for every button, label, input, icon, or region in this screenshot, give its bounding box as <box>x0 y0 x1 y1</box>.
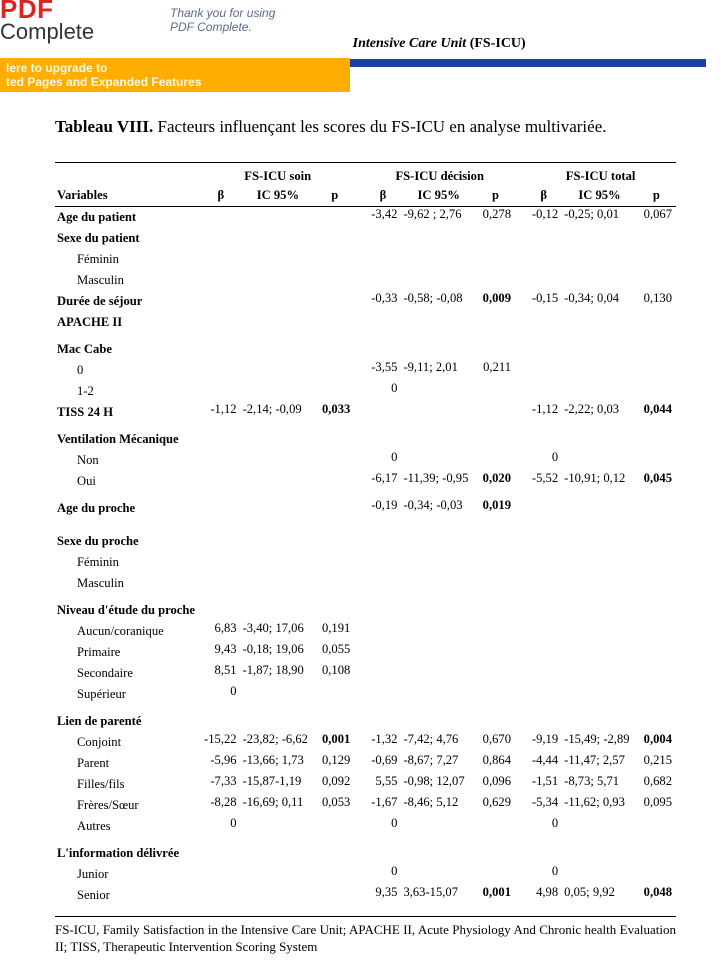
row-label: Oui <box>55 471 201 492</box>
table-row: TISS 24 H-1,12-2,14; -0,090,033-1,12-2,2… <box>55 402 676 423</box>
row-label: Masculin <box>55 270 201 291</box>
content: Tableau VIII. Facteurs influençant les s… <box>0 114 726 906</box>
row-label: Non <box>55 450 201 471</box>
thank-l1: Thank you for using <box>170 6 275 20</box>
pdfcomplete-banner: tion in the Intensive Care Unit (FS-ICU)… <box>0 0 726 90</box>
table-row: Autres000 <box>55 816 676 837</box>
table-row: Sexe du proche <box>55 531 676 552</box>
table-row: Senior9,353,63-15,070,0014,980,05; 9,920… <box>55 885 676 906</box>
table-row: Supérieur0 <box>55 684 676 705</box>
row-label: 0 <box>55 360 201 381</box>
table-row: Féminin <box>55 552 676 573</box>
pdf-logo: PDF Complete <box>0 0 94 45</box>
row-label: Féminin <box>55 552 201 573</box>
col-beta-d: β <box>364 188 401 207</box>
col-p-d: p <box>476 188 515 207</box>
thank-you-text: Thank you for using PDF Complete. <box>170 6 275 34</box>
row-label: Aucun/coranique <box>55 621 201 642</box>
table-row: Niveau d'étude du proche <box>55 600 676 621</box>
table-row: Mac Cabe <box>55 339 676 360</box>
row-label: Age du patient <box>55 207 201 229</box>
header-plain: (FS-ICU) <box>470 36 526 51</box>
table-row: Ventilation Mécanique <box>55 429 676 450</box>
banner-top: PDF Complete Thank you for using PDF Com… <box>0 0 350 58</box>
col-variables: Variables <box>55 188 201 207</box>
caption-lead: Tableau VIII. <box>55 117 153 136</box>
table-row: Lien de parenté <box>55 711 676 732</box>
col-beta-s: β <box>201 188 240 207</box>
upgrade-l2: ted Pages and Expanded Features <box>6 75 344 89</box>
table-row: Masculin <box>55 270 676 291</box>
row-label: Masculin <box>55 573 201 594</box>
row-label: Frères/Sœur <box>55 795 201 816</box>
table-row: Frères/Sœur-8,28-16,69; 0,110,053-1,67-8… <box>55 795 676 816</box>
table-row: Primaire9,43-0,18; 19,060,055 <box>55 642 676 663</box>
upgrade-l1: lere to upgrade to <box>6 61 344 75</box>
table-row: Parent-5,96-13,66; 1,730,129-0,69-8,67; … <box>55 753 676 774</box>
group-decision: FS-ICU décision <box>364 163 515 189</box>
row-label: L'information délivrée <box>55 843 201 864</box>
table-row: Masculin <box>55 573 676 594</box>
group-soin: FS-ICU soin <box>201 163 354 189</box>
upgrade-banner[interactable]: lere to upgrade to ted Pages and Expande… <box>0 58 350 92</box>
row-label: Conjoint <box>55 732 201 753</box>
table-row: Sexe du patient <box>55 228 676 249</box>
page: tion in the Intensive Care Unit (FS-ICU)… <box>0 0 726 955</box>
row-label: Age du proche <box>55 498 201 519</box>
table-row: Filles/fils-7,33-15,87-1,190,0925,55-0,9… <box>55 774 676 795</box>
caption-rest: Facteurs influençant les scores du FS-IC… <box>153 117 606 136</box>
col-ci-s: IC 95% <box>241 188 316 207</box>
table-row: Non00 <box>55 450 676 471</box>
group-header-row: FS-ICU soin FS-ICU décision FS-ICU total <box>55 163 676 189</box>
table-row: Junior00 <box>55 864 676 885</box>
row-label: Niveau d'étude du proche <box>55 600 201 621</box>
row-label: Senior <box>55 885 201 906</box>
table-wrapper: FS-ICU soin FS-ICU décision FS-ICU total… <box>55 162 676 906</box>
col-p-t: p <box>637 188 676 207</box>
row-label: Filles/fils <box>55 774 201 795</box>
table-row: Conjoint-15,22-23,82; -6,620,001-1,32-7,… <box>55 732 676 753</box>
table-row: Age du patient-3,42-9,62 ; 2,760,278-0,1… <box>55 207 676 229</box>
col-ci-d: IC 95% <box>401 188 476 207</box>
row-label: Lien de parenté <box>55 711 201 732</box>
col-beta-t: β <box>525 188 562 207</box>
row-label: Autres <box>55 816 201 837</box>
table-row: Age du proche-0,19-0,34; -0,030,019 <box>55 498 676 519</box>
sub-header-row: Variables β IC 95% p β IC 95% p β IC 95%… <box>55 188 676 207</box>
row-label: Mac Cabe <box>55 339 201 360</box>
table-caption: Tableau VIII. Facteurs influençant les s… <box>55 114 676 140</box>
row-label: Sexe du patient <box>55 228 201 249</box>
results-table: FS-ICU soin FS-ICU décision FS-ICU total… <box>55 162 676 906</box>
thank-l2: PDF Complete. <box>170 20 275 34</box>
complete-word: Complete <box>0 19 94 45</box>
table-row: 1-20 <box>55 381 676 402</box>
row-label: Sexe du proche <box>55 531 201 552</box>
row-label: Supérieur <box>55 684 201 705</box>
col-p-s: p <box>315 188 354 207</box>
table-row: Aucun/coranique6,83-3,40; 17,060,191 <box>55 621 676 642</box>
row-label: 1-2 <box>55 381 201 402</box>
table-row: Durée de séjour-0,33-0,58; -0,080,009-0,… <box>55 291 676 312</box>
table-row: 0-3,55-9,11; 2,010,211 <box>55 360 676 381</box>
row-label: Primaire <box>55 642 201 663</box>
table-row: APACHE II <box>55 312 676 333</box>
table-row: L'information délivrée <box>55 843 676 864</box>
row-label: Ventilation Mécanique <box>55 429 201 450</box>
row-label: Féminin <box>55 249 201 270</box>
row-label: Parent <box>55 753 201 774</box>
row-label: Secondaire <box>55 663 201 684</box>
col-ci-t: IC 95% <box>562 188 637 207</box>
table-body: Age du patient-3,42-9,62 ; 2,760,278-0,1… <box>55 207 676 907</box>
footnote: FS-ICU, Family Satisfaction in the Inten… <box>55 916 676 955</box>
row-label: TISS 24 H <box>55 402 201 423</box>
table-row: Secondaire8,51-1,87; 18,900,108 <box>55 663 676 684</box>
table-row: Féminin <box>55 249 676 270</box>
row-label: Junior <box>55 864 201 885</box>
group-total: FS-ICU total <box>525 163 676 189</box>
row-label: Durée de séjour <box>55 291 201 312</box>
table-row: Oui-6,17-11,39; -0,950,020-5,52-10,91; 0… <box>55 471 676 492</box>
row-label: APACHE II <box>55 312 201 333</box>
